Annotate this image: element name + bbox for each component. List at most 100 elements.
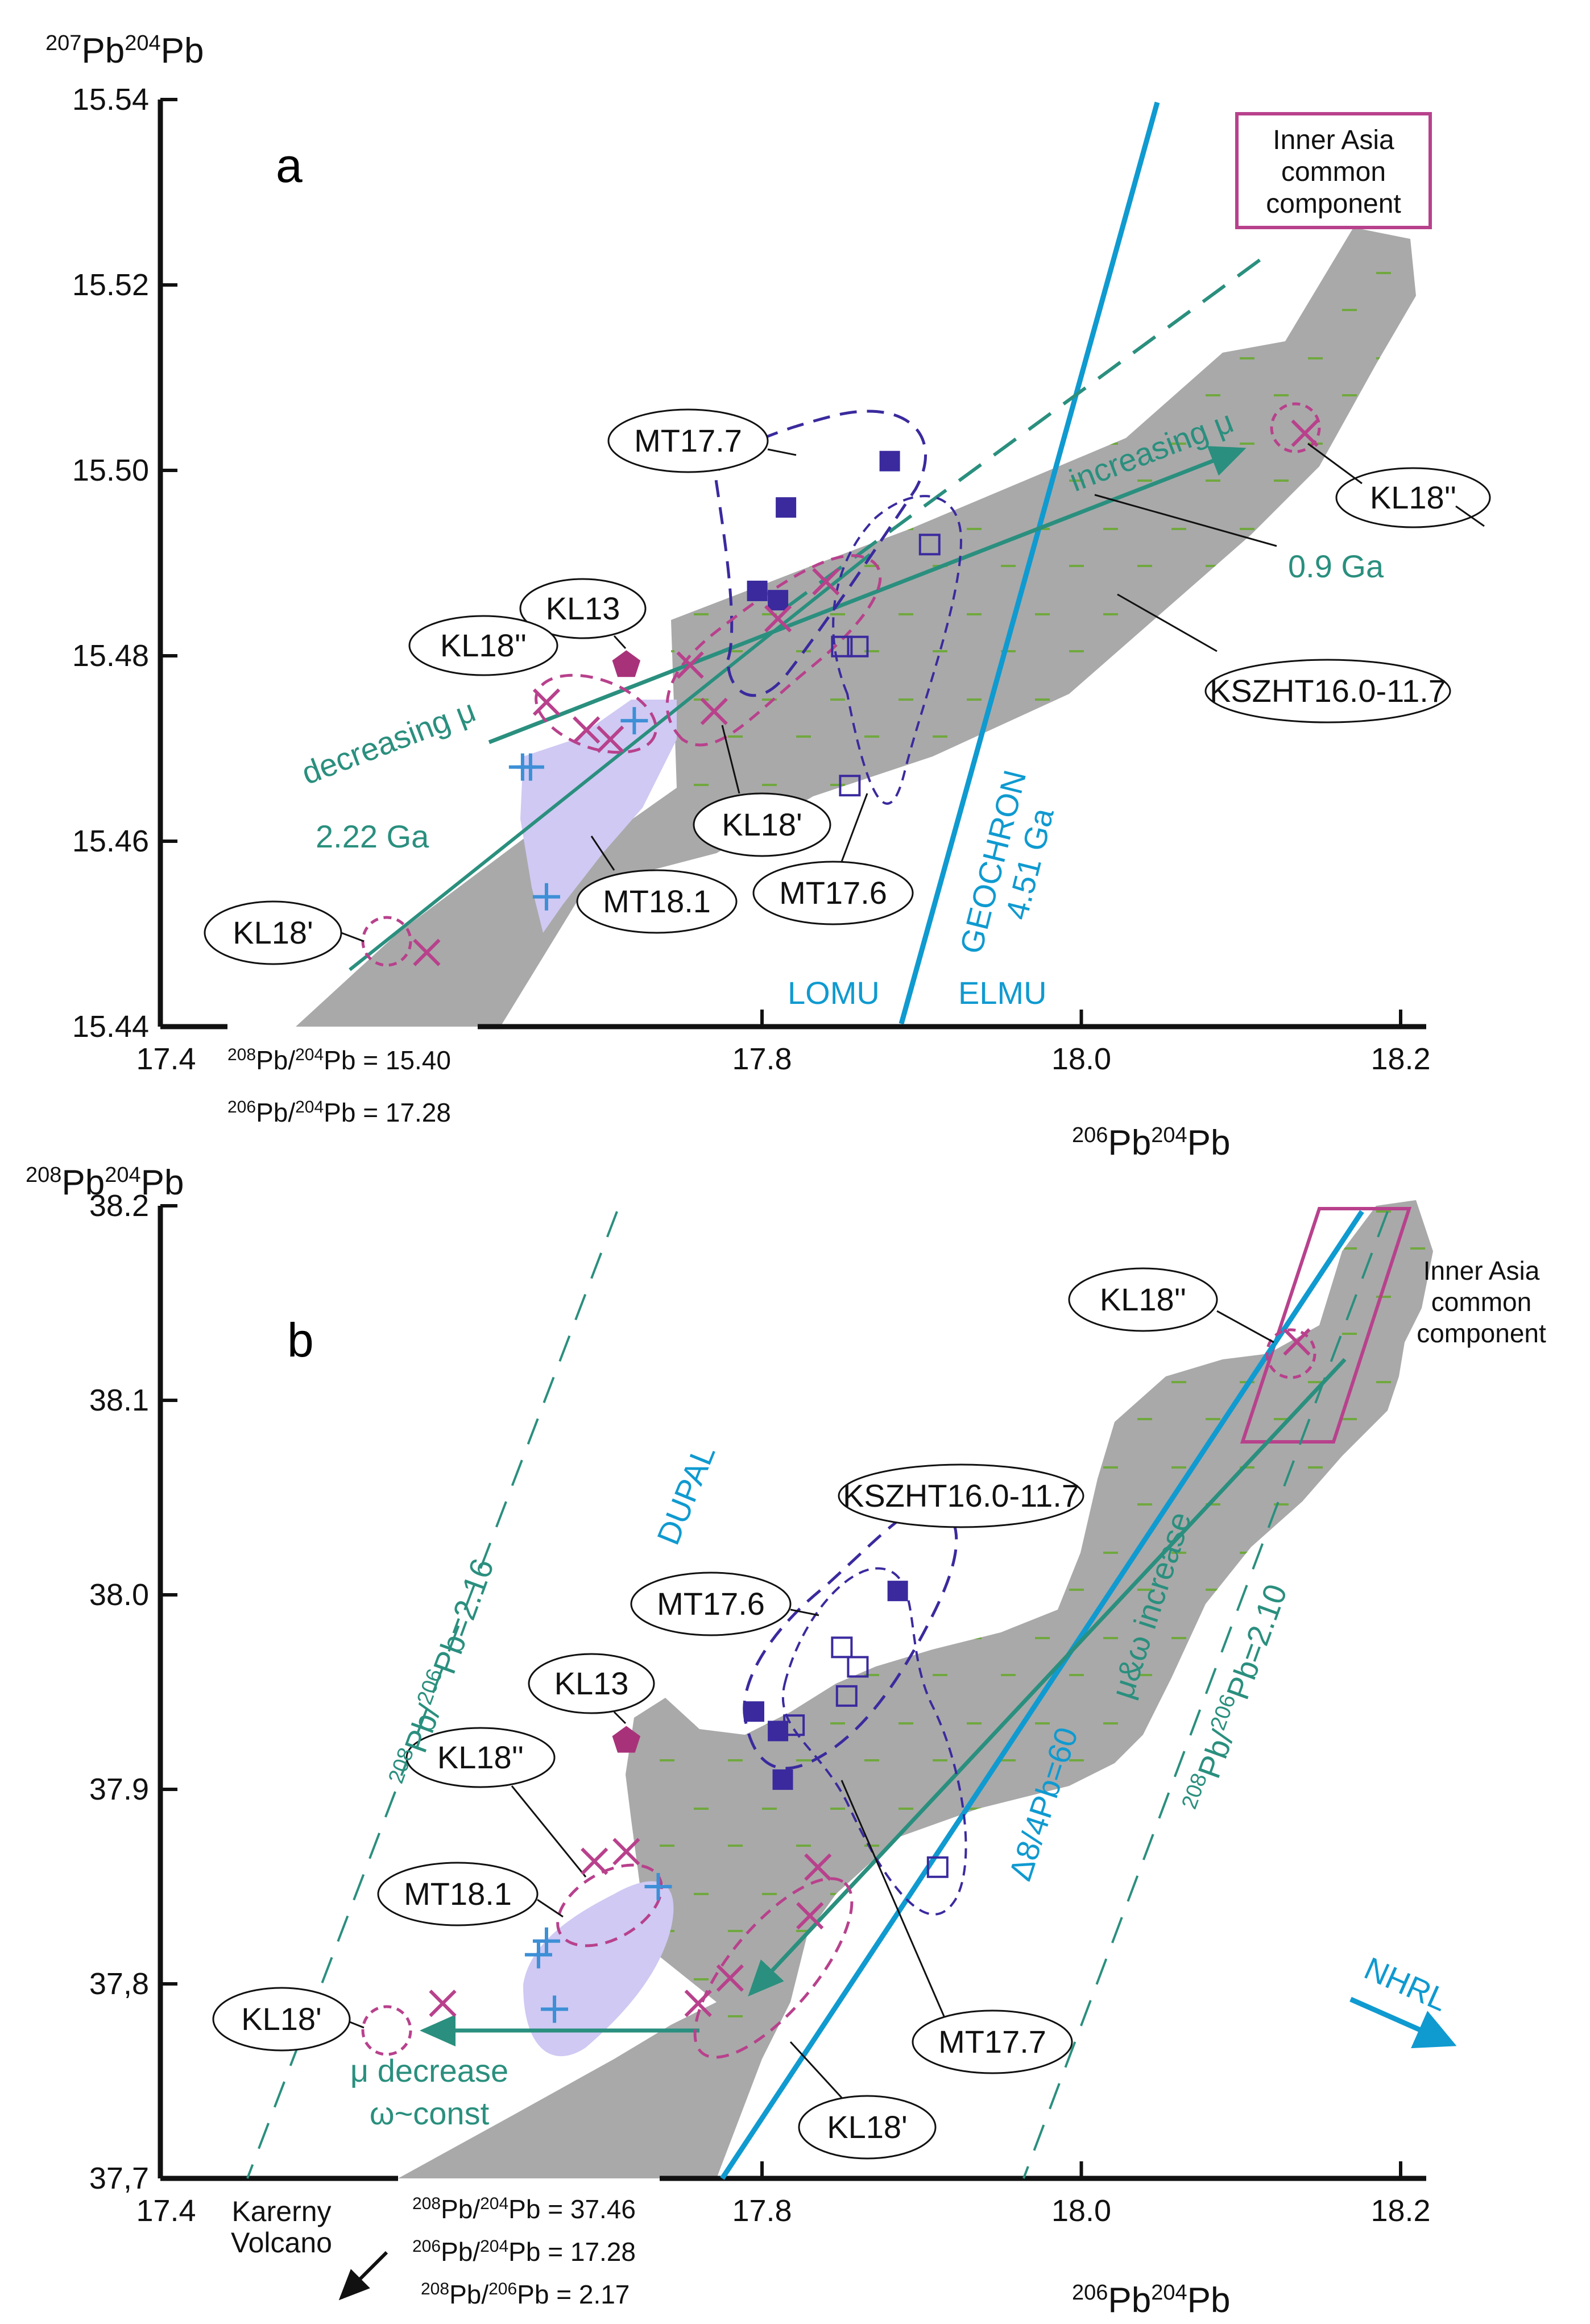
marker-plus — [516, 753, 544, 781]
label-mt177-b: MT17.7 — [912, 2009, 1073, 2074]
svg-text:MT17.7: MT17.7 — [938, 2024, 1046, 2060]
marker-cross — [597, 725, 624, 753]
svg-text:KL18': KL18' — [827, 2109, 907, 2145]
label-mt176-b: MT17.6 — [630, 1572, 792, 1636]
label-kl18pp-right-b: KL18'' — [1068, 1267, 1218, 1332]
y-tick-label: 37,7 — [89, 2161, 149, 2195]
svg-text:KL18'': KL18'' — [1370, 479, 1456, 515]
marker-open-square — [783, 1714, 805, 1736]
marker-open-square — [847, 1656, 869, 1678]
x-tick-label: 18.2 — [1370, 2194, 1430, 2228]
x-tick-label: 18.0 — [1051, 2194, 1111, 2228]
label-09-ga: 0.9 Ga — [1288, 548, 1384, 584]
group-mt176-b — [781, 1567, 967, 1916]
marker-cross — [796, 1902, 824, 1930]
panel-a: 15.44 15.46 15.48 15.50 15.52 15.54 17.4 17.8 1… — [45, 31, 1491, 1163]
marker-pentagon — [612, 1726, 641, 1753]
delta-60-line — [720, 1210, 1364, 2180]
marker-filled-square — [879, 450, 900, 472]
label-kl18pp-left-b: KL18'' — [405, 1727, 556, 1788]
group-kl-mid-a — [665, 554, 882, 747]
marker-open-square — [831, 635, 853, 657]
karerny-label-2: Volcano — [231, 2227, 332, 2259]
y-tick-label: 15.52 — [72, 268, 149, 302]
axis-break-note-a2: 206Pb/204Pb = 17.28 — [227, 1098, 451, 1127]
group-mt177-b — [743, 1502, 958, 1770]
inner-asia-box-b — [1240, 1207, 1412, 1444]
inner-asia-label-a-3: component — [1266, 189, 1401, 219]
label-kl18pp-left-a: KL18'' — [408, 615, 558, 676]
marker-cross — [812, 568, 840, 596]
marker-filled-square — [768, 590, 789, 611]
dashed-ref-line-a — [784, 254, 1266, 610]
y-tick-label: 15.54 — [72, 82, 149, 117]
marker-open-square — [847, 635, 869, 657]
x-tick-label: 17.4 — [136, 2194, 196, 2228]
marker-filled-square — [743, 1701, 764, 1722]
label-222-ga: 2.22 Ga — [316, 818, 429, 854]
label-kl13-a: KL13 — [519, 578, 647, 639]
label-kszht-b: KSZHT16.0-11.7 — [838, 1463, 1084, 1528]
marker-plus — [532, 883, 560, 911]
label-mt177-a: MT17.7 — [607, 408, 769, 473]
label-mt181-a: MT18.1 — [576, 869, 738, 934]
svg-text:KL13: KL13 — [554, 1665, 629, 1701]
karerny-label-1: Karerny — [231, 2195, 331, 2227]
marker-cross — [532, 688, 561, 716]
axis-break-note-b2: 206Pb/204Pb = 17.28 — [412, 2237, 636, 2267]
marker-cross — [429, 1990, 457, 2017]
x-axis-label-a: 206Pb204Pb — [1072, 1123, 1231, 1163]
panel-letter-a: a — [276, 139, 303, 192]
marker-cross — [413, 938, 441, 966]
marker-cross — [684, 1990, 712, 2017]
inner-asia-label-b-1: Inner Asia — [1423, 1256, 1540, 1285]
axis-break-note-b1: 208Pb/204Pb = 37.46 — [412, 2194, 636, 2224]
inner-asia-label-b-3: component — [1417, 1318, 1546, 1348]
label-kl13-b: KL13 — [528, 1653, 655, 1714]
x-tick-label: 17.8 — [732, 1042, 792, 1076]
label-omega-const: ω~const — [370, 2095, 490, 2131]
mt181-field-b — [523, 1881, 674, 2057]
marker-plus — [620, 707, 648, 735]
marker-open-square — [926, 1856, 949, 1878]
marker-open-square — [918, 534, 941, 556]
marker-cross — [1291, 419, 1319, 447]
marker-cross — [612, 1838, 640, 1866]
geochron-line — [898, 101, 1160, 1025]
svg-text:KL18'': KL18'' — [437, 1739, 524, 1775]
panel-letter-b: b — [287, 1313, 314, 1367]
svg-text:KL18': KL18' — [233, 915, 313, 950]
label-mt176-a: MT17.6 — [752, 861, 914, 925]
isochron-09 — [488, 446, 1247, 745]
marker-cross — [676, 651, 704, 679]
svg-text:MT17.6: MT17.6 — [657, 1586, 765, 1622]
marker-filled-square — [747, 580, 768, 601]
marker-cross — [573, 716, 601, 744]
label-lomu: LOMU — [788, 975, 880, 1011]
svg-text:KSZHT16.0-11.7: KSZHT16.0-11.7 — [1210, 673, 1446, 709]
panel-b: 37,7 37,8 37.9 38.0 38.1 38.2 17.4 17.8 18.0 18.… — [26, 1163, 1546, 2320]
svg-text:KL18'': KL18'' — [440, 627, 527, 663]
marker-cross — [700, 697, 728, 725]
marker-cross — [716, 1964, 744, 1992]
label-kl18p-mid-a: KL18' — [693, 792, 831, 857]
x-tick-label: 17.4 — [136, 1042, 196, 1076]
marker-cross — [1283, 1328, 1311, 1356]
label-kl18p-mid-b: KL18' — [798, 2095, 937, 2160]
svg-text:MT18.1: MT18.1 — [404, 1876, 512, 1912]
label-mt181-b: MT18.1 — [377, 1862, 539, 1926]
marker-open-square — [839, 775, 861, 797]
y-axis-label-a: 207Pb204Pb — [45, 31, 204, 71]
svg-text:MT18.1: MT18.1 — [603, 883, 711, 919]
nhrl-arrow — [1349, 1996, 1457, 2049]
leader-kszht-a — [1117, 593, 1218, 652]
marker-open-square — [835, 1685, 858, 1707]
marker-cross — [804, 1853, 832, 1881]
circle-kl18p-b — [361, 2005, 412, 2056]
marker-plus — [524, 1941, 552, 1969]
label-kl18pp-right-a: KL18'' — [1335, 467, 1491, 528]
inner-asia-label-a-2: common — [1281, 157, 1386, 187]
axis-break-note-a1: 208Pb/204Pb = 15.40 — [227, 1045, 451, 1075]
marker-cross — [581, 1847, 608, 1875]
